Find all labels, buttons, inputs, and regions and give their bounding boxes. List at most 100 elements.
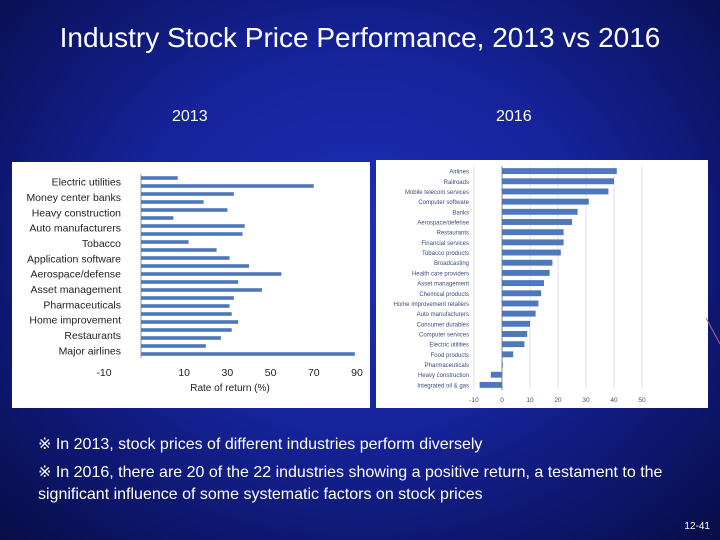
- bar-2013: [141, 328, 232, 332]
- category-label-2013: Auto manufacturers: [29, 223, 121, 235]
- category-label-2016: Electric utilities: [429, 343, 469, 349]
- category-label-2013: Pharmaceuticals: [43, 299, 121, 311]
- bar-2013: [141, 272, 282, 276]
- bar-2013: [141, 184, 314, 188]
- bar-2016: [502, 269, 550, 276]
- bar-2013: [141, 264, 249, 268]
- bar-2013: [141, 344, 206, 348]
- category-label-2016: Computer software: [418, 200, 469, 206]
- category-label-2016: Banks: [452, 210, 469, 216]
- note-2: ※ In 2016, there are 20 of the 22 indust…: [38, 464, 663, 503]
- x-tick-label-2016: 30: [582, 397, 590, 404]
- category-label-2013: Money center banks: [26, 192, 121, 204]
- category-label-2013: Aerospace/defense: [31, 269, 122, 281]
- category-label-2016: Home improvement retailers: [394, 302, 469, 308]
- category-label-2016: Airlines: [449, 170, 469, 176]
- bar-2016: [502, 361, 503, 368]
- category-label-2013: Asset management: [31, 284, 122, 296]
- bar-2016: [502, 341, 525, 348]
- category-label-2013: Tobacco: [82, 238, 121, 250]
- bar-2016: [502, 300, 539, 307]
- category-label-2016: Railroads: [444, 180, 469, 186]
- decorative-line: [706, 318, 720, 345]
- category-label-2016: Auto manufacturers: [417, 312, 469, 318]
- chart-2013-panel: Electric utilities Money center banks Heav…: [12, 162, 370, 408]
- x-tick-label-2013: -10: [96, 367, 111, 379]
- category-label-2016: Health care providers: [412, 271, 469, 277]
- x-tick-label-2013: 50: [265, 367, 277, 379]
- bar-2016: [502, 331, 528, 337]
- bar-2016: [502, 219, 572, 225]
- bar-2016: [502, 320, 530, 327]
- bar-2016: [502, 188, 609, 195]
- bar-2013: [141, 336, 221, 340]
- slide-title: Industry Stock Price Performance, 2013 v…: [59, 22, 661, 53]
- category-label-2016: Financial services: [421, 241, 469, 247]
- category-label-2016: Broadcasting: [434, 261, 469, 267]
- x-tick-label-2013: 70: [308, 367, 320, 379]
- bar-2013: [141, 352, 355, 356]
- category-label-2016: Mobile telecom services: [405, 190, 469, 196]
- category-label-2016: Aerospace/defense: [417, 221, 469, 227]
- bar-2016: [502, 208, 578, 215]
- bar-2013: [141, 296, 234, 300]
- bar-2013: [141, 256, 230, 260]
- bar-2016: [479, 381, 502, 388]
- category-label-2013: Heavy construction: [32, 207, 121, 219]
- bar-2016: [502, 310, 536, 317]
- category-label-2016: Restaurants: [437, 231, 469, 237]
- bar-2016: [502, 168, 617, 175]
- x-tick-label-2013: 90: [351, 367, 363, 379]
- label-2013: 2013: [172, 108, 208, 125]
- category-label-2016: Food products: [431, 353, 469, 359]
- bar-2016: [502, 229, 564, 236]
- x-tick-label-2016: 40: [610, 397, 618, 404]
- x-tick-label-2016: 0: [500, 397, 504, 404]
- x-tick-label-2016: 20: [554, 397, 562, 404]
- chart-2016-panel: Airlines Railroads Mobile telecom services…: [376, 160, 708, 408]
- chart-2013: Electric utilities Money center banks Heav…: [26, 174, 363, 394]
- bar-2013: [141, 280, 239, 284]
- bar-2016: [502, 178, 614, 185]
- bar-2013: [141, 216, 174, 220]
- bar-2013: [141, 248, 217, 252]
- bar-2013: [141, 208, 228, 212]
- bar-2013: [141, 312, 232, 316]
- category-label-2013: Electric utilities: [52, 177, 121, 189]
- label-2016: 2016: [496, 108, 532, 125]
- bar-2016: [502, 198, 589, 205]
- bar-2013: [141, 320, 239, 324]
- category-label-2013: Restaurants: [64, 330, 121, 342]
- category-label-2013: Home improvement: [29, 315, 121, 327]
- bar-2016: [502, 259, 553, 266]
- bar-2013: [141, 304, 230, 308]
- category-label-2016: Heavy construction: [418, 373, 469, 379]
- bar-2013: [141, 232, 243, 236]
- category-label-2016: Consumer durables: [417, 322, 469, 328]
- bar-2016: [502, 239, 564, 246]
- x-axis-title-2013: Rate of return (%): [190, 383, 269, 394]
- note-1: ※ In 2013, stock prices of different ind…: [38, 436, 483, 453]
- chart-2016: Airlines Railroads Mobile telecom services…: [394, 166, 646, 404]
- category-label-2016: Asset management: [417, 282, 469, 288]
- category-label-2016: Chemical products: [419, 292, 469, 298]
- x-tick-label-2016: 10: [526, 397, 534, 404]
- category-label-2016: Computer services: [419, 333, 469, 339]
- bar-2016: [502, 249, 561, 256]
- x-tick-label-2013: 30: [222, 367, 234, 379]
- category-label-2013: Application software: [27, 253, 121, 265]
- bar-2016: [502, 280, 544, 287]
- bar-2013: [141, 240, 189, 244]
- bar-2013: [141, 200, 204, 204]
- bar-2013: [141, 288, 262, 292]
- x-tick-label-2013: 10: [178, 367, 190, 379]
- bar-2013: [141, 192, 234, 196]
- bar-2013: [141, 176, 178, 180]
- x-tick-label-2016: 50: [638, 397, 646, 404]
- category-label-2016: Pharmaceuticals: [425, 363, 469, 369]
- x-tick-label-2016: -10: [469, 397, 479, 404]
- bar-2013: [141, 224, 245, 228]
- bar-2016: [502, 290, 542, 297]
- category-label-2016: Tobacco products: [422, 251, 469, 257]
- bar-2016: [490, 371, 502, 378]
